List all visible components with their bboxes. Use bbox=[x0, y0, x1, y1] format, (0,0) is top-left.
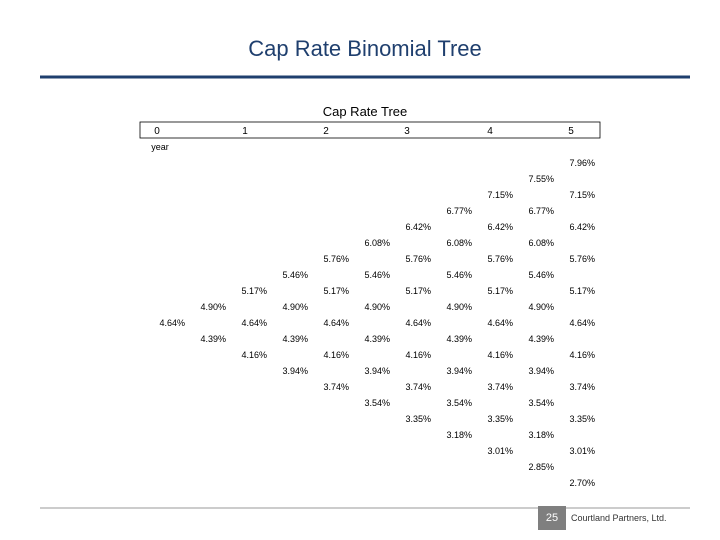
rate-cell: 6.08% bbox=[364, 238, 390, 248]
table-title: Cap Rate Tree bbox=[323, 104, 408, 119]
rate-cell: 4.64% bbox=[569, 318, 595, 328]
rate-cell: 7.15% bbox=[487, 190, 513, 200]
rate-cell: 4.39% bbox=[446, 334, 472, 344]
rate-cell: 4.39% bbox=[528, 334, 554, 344]
page-number-box bbox=[538, 506, 566, 530]
rate-cell: 3.54% bbox=[528, 398, 554, 408]
rate-cell: 4.64% bbox=[487, 318, 513, 328]
rate-cell: 3.18% bbox=[528, 430, 554, 440]
rate-cell: 3.35% bbox=[487, 414, 513, 424]
rate-cell: 4.39% bbox=[364, 334, 390, 344]
rate-cell: 4.90% bbox=[528, 302, 554, 312]
rate-cell: 5.46% bbox=[528, 270, 554, 280]
rate-cell: 3.94% bbox=[282, 366, 308, 376]
page-number: 25 bbox=[546, 512, 558, 524]
rate-cell: 3.94% bbox=[446, 366, 472, 376]
rate-cell: 5.17% bbox=[487, 286, 513, 296]
rate-cell: 7.55% bbox=[528, 174, 554, 184]
rate-cell: 3.74% bbox=[487, 382, 513, 392]
rate-cell: 3.01% bbox=[487, 446, 513, 456]
rate-cell: 5.17% bbox=[569, 286, 595, 296]
rate-cell: 5.17% bbox=[323, 286, 349, 296]
rate-cell: 7.96% bbox=[569, 158, 595, 168]
company-name: Courtland Partners, Ltd. bbox=[571, 513, 667, 523]
column-headers: 0 1 2 3 4 5 bbox=[154, 126, 574, 137]
rate-cell: 2.70% bbox=[569, 478, 595, 488]
rate-cell: 5.76% bbox=[405, 254, 431, 264]
rate-cell: 6.08% bbox=[528, 238, 554, 248]
rate-cell: 3.35% bbox=[569, 414, 595, 424]
rate-cell: 6.77% bbox=[446, 206, 472, 216]
rate-cell: 3.74% bbox=[569, 382, 595, 392]
rate-cell: 6.42% bbox=[569, 222, 595, 232]
row-label: year bbox=[151, 142, 169, 152]
column-header: 3 bbox=[404, 126, 410, 137]
tree-cells: 7.96% 7.55% 7.15% 7.15% 6.77% 6.77% 6.42% 6.42%… bbox=[159, 158, 595, 488]
rate-cell: 6.42% bbox=[487, 222, 513, 232]
rate-cell: 4.39% bbox=[282, 334, 308, 344]
rate-cell: 4.16% bbox=[487, 350, 513, 360]
rate-cell: 4.16% bbox=[323, 350, 349, 360]
rate-cell: 4.64% bbox=[323, 318, 349, 328]
rate-cell: 4.64% bbox=[241, 318, 267, 328]
rate-cell: 4.16% bbox=[241, 350, 267, 360]
rate-cell: 7.15% bbox=[569, 190, 595, 200]
rate-cell: 4.90% bbox=[282, 302, 308, 312]
header-box bbox=[139, 121, 601, 139]
rate-cell: 3.01% bbox=[569, 446, 595, 456]
rate-cell: 6.08% bbox=[446, 238, 472, 248]
rate-cell: 3.54% bbox=[364, 398, 390, 408]
slide-title: Cap Rate Binomial Tree bbox=[248, 36, 482, 61]
rate-cell: 3.74% bbox=[323, 382, 349, 392]
rate-cell: 6.42% bbox=[405, 222, 431, 232]
rate-cell: 3.54% bbox=[446, 398, 472, 408]
rate-cell: 4.64% bbox=[159, 318, 185, 328]
rate-cell: 5.76% bbox=[569, 254, 595, 264]
column-header: 0 bbox=[154, 126, 160, 137]
rate-cell: 4.64% bbox=[405, 318, 431, 328]
rate-cell: 6.77% bbox=[528, 206, 554, 216]
rate-cell: 5.76% bbox=[323, 254, 349, 264]
rate-cell: 3.35% bbox=[405, 414, 431, 424]
column-header: 2 bbox=[323, 126, 329, 137]
rate-cell: 4.16% bbox=[569, 350, 595, 360]
rate-cell: 3.74% bbox=[405, 382, 431, 392]
rate-cell: 5.46% bbox=[364, 270, 390, 280]
rate-cell: 2.85% bbox=[528, 462, 554, 472]
rate-cell: 3.94% bbox=[364, 366, 390, 376]
rate-cell: 3.94% bbox=[528, 366, 554, 376]
rate-cell: 4.39% bbox=[200, 334, 226, 344]
rate-cell: 5.76% bbox=[487, 254, 513, 264]
rate-cell: 4.90% bbox=[364, 302, 390, 312]
column-header: 1 bbox=[242, 126, 248, 137]
rate-cell: 4.90% bbox=[446, 302, 472, 312]
rate-cell: 3.18% bbox=[446, 430, 472, 440]
rate-cell: 5.46% bbox=[446, 270, 472, 280]
column-header: 4 bbox=[487, 126, 493, 137]
rate-cell: 4.16% bbox=[405, 350, 431, 360]
rate-cell: 4.90% bbox=[200, 302, 226, 312]
column-header: 5 bbox=[568, 126, 574, 137]
rate-cell: 5.17% bbox=[405, 286, 431, 296]
rate-cell: 5.17% bbox=[241, 286, 267, 296]
rate-cell: 5.46% bbox=[282, 270, 308, 280]
